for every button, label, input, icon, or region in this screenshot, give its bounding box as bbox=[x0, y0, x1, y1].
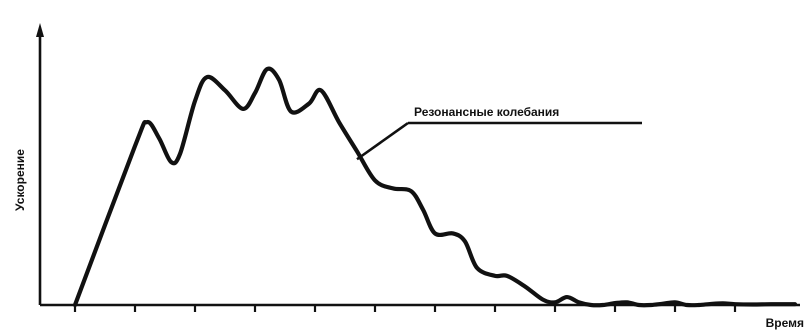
annotation-text: Резонансные колебания bbox=[414, 105, 559, 119]
y-axis-label: Ускорение bbox=[13, 149, 27, 211]
x-axis-label: Время bbox=[766, 316, 804, 330]
annotation-leader-diagonal bbox=[356, 121, 409, 161]
y-axis-arrow bbox=[36, 23, 44, 37]
x-axis-ticks bbox=[73, 305, 737, 312]
series-line-0 bbox=[72, 66, 798, 308]
series-group bbox=[72, 66, 798, 308]
